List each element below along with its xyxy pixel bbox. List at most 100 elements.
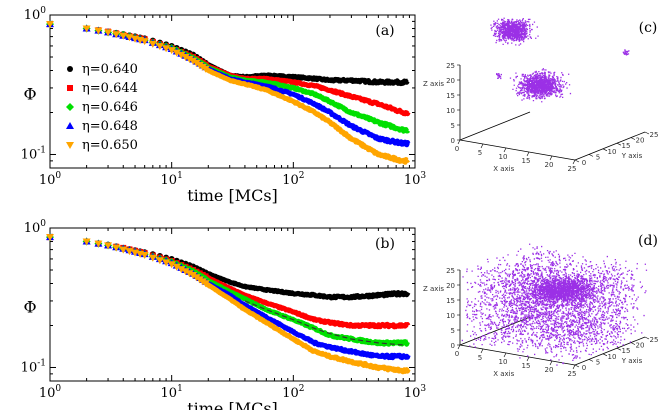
y-tick	[630, 137, 636, 140]
x-tick-label: 101	[161, 171, 183, 188]
x-tick-label: 100	[39, 384, 62, 401]
data-point	[172, 263, 181, 271]
data-point	[119, 32, 128, 40]
y-axis-title: Φ	[23, 298, 36, 317]
x-axis-line	[459, 344, 576, 366]
x-tick	[457, 344, 461, 350]
x-axis-line	[459, 139, 576, 161]
panel-label: (d)	[638, 233, 658, 249]
data-point	[112, 244, 121, 252]
y-tick	[644, 336, 650, 340]
legend-label: η=0.646	[82, 100, 138, 115]
x-tick-label: 5	[478, 149, 482, 157]
z-tick-label: 0	[451, 342, 455, 350]
data-point	[82, 25, 91, 33]
y-tick-label: 25	[650, 131, 659, 139]
data-point	[189, 57, 198, 65]
z-tick-label: 15	[446, 92, 455, 100]
legend-marker	[66, 103, 74, 111]
data-point	[189, 272, 198, 280]
z-tick-label: 5	[451, 327, 455, 335]
scatter-point-cloud	[461, 243, 648, 366]
data-point	[177, 266, 186, 274]
x-tick-label: 100	[39, 171, 62, 188]
x-tick	[526, 356, 530, 362]
y-tick-label: 10-1	[21, 145, 46, 162]
y-tick-label: 10	[608, 148, 617, 156]
y-tick	[644, 131, 650, 135]
x-axis-title: time [MCs]	[187, 399, 278, 410]
legend-label: η=0.650	[82, 138, 138, 153]
series-4	[46, 234, 411, 375]
z-tick-label: 25	[446, 62, 455, 70]
y-axis-line	[574, 131, 646, 161]
y-tick-label: 10-1	[21, 358, 46, 375]
data-point	[104, 242, 113, 250]
x-tick	[480, 348, 484, 354]
x-tick-label: 103	[404, 384, 427, 401]
x-tick	[549, 360, 553, 366]
legend-marker	[66, 122, 74, 129]
y-tick-label: 100	[24, 219, 47, 236]
y-tick-label: 5	[596, 358, 600, 366]
y-tick	[630, 342, 636, 345]
z-axis-title: Z axis	[423, 80, 444, 88]
z-tick-label: 20	[446, 77, 455, 85]
scatter-points	[490, 17, 630, 103]
legend-marker	[67, 66, 73, 72]
legend-marker	[67, 85, 73, 91]
data-point	[82, 238, 91, 246]
legend-label: η=0.644	[82, 81, 138, 96]
y-tick-label: 5	[596, 153, 600, 161]
data-point	[155, 43, 164, 51]
data-point	[112, 31, 121, 39]
y-tick-label: 15	[622, 347, 631, 355]
z-tick-label: 0	[451, 137, 455, 145]
data-point	[140, 38, 149, 46]
data-point	[140, 252, 149, 260]
z-tick-label: 5	[451, 122, 455, 130]
series-4	[46, 21, 410, 165]
y-axis-line	[574, 336, 646, 366]
fit-line	[244, 300, 404, 346]
x-tick-label: 10	[499, 358, 508, 366]
legend-label: η=0.648	[82, 119, 138, 134]
data-point	[148, 40, 157, 48]
x-tick-label: 102	[282, 171, 304, 188]
z-tick-label: 10	[446, 107, 455, 115]
y-tick-label: 10	[608, 353, 617, 361]
scatter-point-cloud	[490, 17, 630, 103]
back-axis-line	[459, 111, 531, 141]
data-point	[94, 240, 103, 248]
y-tick	[588, 359, 594, 362]
x-tick	[503, 352, 507, 358]
data-point	[181, 53, 190, 61]
x-tick	[572, 364, 576, 370]
x-axis-title: X axis	[493, 165, 514, 173]
y-tick	[602, 148, 608, 152]
back-axis-line	[459, 316, 531, 346]
panel-label: (b)	[375, 236, 395, 252]
series-line	[203, 270, 411, 301]
data-point	[162, 45, 171, 53]
y-axis-title: Φ	[23, 85, 36, 104]
z-tick-label: 25	[446, 267, 455, 275]
data-point	[104, 29, 113, 37]
scatter3d-panel-1: 0 5 10 15 20 25 0 5 10 15 20 25 0 5 10 15 20 25 X axis Y ax…	[423, 233, 659, 378]
data-point	[185, 270, 194, 278]
x-tick	[572, 159, 576, 165]
x-tick-label: 25	[568, 165, 577, 173]
x-tick-label: 15	[522, 362, 531, 370]
x-tick	[549, 155, 553, 161]
data-point	[46, 21, 54, 29]
data-point	[94, 27, 103, 35]
series-line	[203, 279, 411, 361]
series-line	[203, 273, 411, 330]
data-point	[46, 234, 54, 242]
x-axis-title: time [MCs]	[187, 186, 278, 205]
z-tick-label: 20	[446, 282, 455, 290]
x-tick-label: 15	[522, 157, 531, 165]
y-tick	[616, 142, 622, 146]
y-tick-label: 25	[650, 336, 659, 344]
y-axis-title: Y axis	[621, 357, 643, 365]
